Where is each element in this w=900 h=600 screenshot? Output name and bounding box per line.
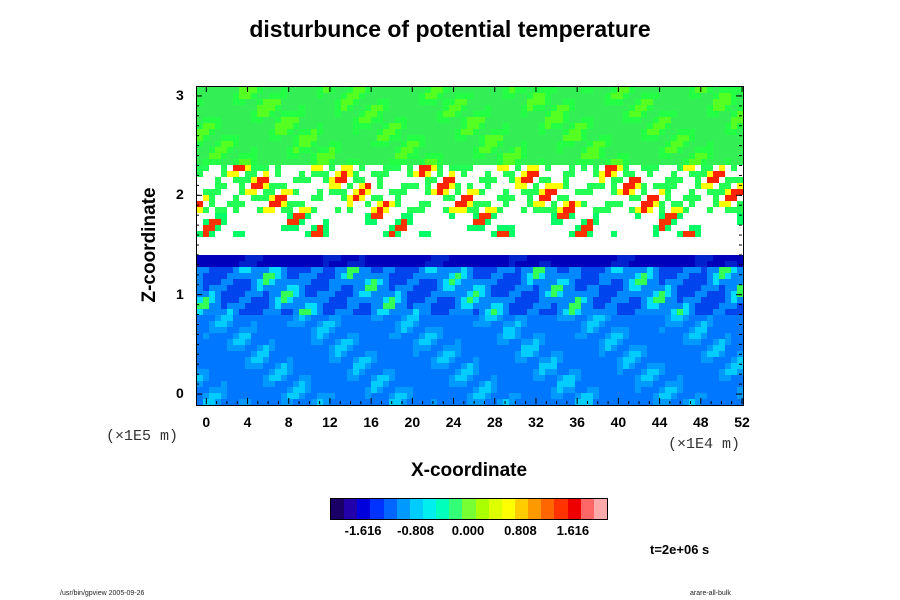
footer-left: /usr/bin/gpview 2005-09-26 [60, 590, 145, 597]
x-unit-label: (×1E4 m) [668, 436, 741, 453]
colorbar-swatch [396, 499, 410, 519]
x-tick-label: 28 [486, 414, 503, 430]
colorbar-swatch [488, 499, 502, 519]
x-tick-label: 32 [528, 414, 544, 430]
colorbar-swatch [357, 499, 371, 519]
x-tick-label: 40 [610, 414, 627, 430]
colorbar-swatch [567, 499, 581, 519]
x-tick-label: 24 [445, 414, 462, 430]
heatmap-cells [197, 87, 743, 405]
colorbar-swatch [436, 499, 450, 519]
colorbar-tick-label: 0.808 [504, 523, 537, 538]
x-tick-label: 20 [404, 414, 421, 430]
colorbar [330, 498, 608, 520]
x-axis-label: X-coordinate [410, 460, 528, 481]
colorbar-tick-label: -0.808 [397, 523, 434, 538]
x-tick-label: 8 [284, 414, 293, 430]
footer-right: arare-all-bulk [690, 590, 731, 597]
y-unit-label: (×1E5 m) [106, 428, 179, 445]
colorbar-swatch [370, 499, 384, 519]
colorbar-swatch [383, 499, 397, 519]
x-tick-label: 12 [322, 414, 338, 430]
time-label: t=2e+06 s [650, 542, 710, 557]
colorbar-swatch [409, 499, 423, 519]
colorbar-swatch [344, 499, 358, 519]
y-tick-label: 0 [176, 385, 184, 402]
colorbar-tick-label: -1.616 [344, 523, 382, 538]
y-axis-label: Z-coordinate [139, 187, 160, 303]
x-tick-label: 4 [243, 414, 252, 430]
chart-title: disturbunce of potential temperature [249, 16, 651, 42]
y-tick-label: 2 [176, 186, 184, 203]
y-tick-label: 1 [176, 285, 184, 302]
colorbar-swatch [501, 499, 515, 519]
colorbar-swatch [449, 499, 463, 519]
colorbar-swatch [554, 499, 568, 519]
x-tick-label: 48 [692, 414, 709, 430]
colorbar-swatch [514, 499, 529, 519]
colorbar-tick-label: 1.616 [556, 523, 590, 538]
colorbar-swatch [541, 499, 555, 519]
x-tick-label: 16 [363, 414, 379, 430]
colorbar-swatch [580, 499, 594, 519]
colorbar-swatch [528, 499, 542, 519]
colorbar-swatch [462, 499, 476, 519]
colorbar-swatch [593, 499, 607, 519]
colorbar-swatch [475, 499, 489, 519]
x-tick-label: 0 [202, 414, 211, 430]
heatmap-plot-area [196, 86, 744, 406]
colorbar-tick-label: 0.000 [451, 523, 485, 538]
colorbar-swatch [331, 499, 345, 519]
colorbar-swatch [422, 499, 437, 519]
heatmap-field [197, 87, 743, 405]
y-tick-label: 3 [176, 86, 184, 103]
x-tick-label: 36 [569, 414, 585, 430]
x-tick-label: 44 [651, 414, 668, 430]
x-tick-label: 52 [734, 414, 750, 430]
